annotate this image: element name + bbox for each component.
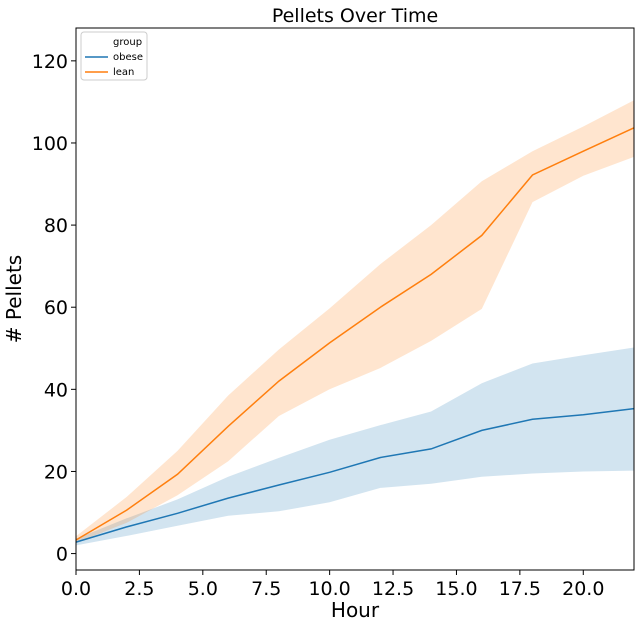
legend-title: group — [113, 37, 142, 48]
y-tick-label: 0 — [56, 544, 68, 566]
ci-band-obese — [76, 347, 634, 546]
legend-label-lean: lean — [113, 67, 134, 78]
y-tick-label: 120 — [32, 51, 68, 73]
chart-title: Pellets Over Time — [272, 5, 438, 27]
legend: group obese lean — [80, 31, 148, 81]
y-tick-label: 40 — [44, 379, 68, 401]
y-axis-label: # Pellets — [2, 255, 26, 343]
x-tick-label: 20.0 — [562, 578, 604, 600]
series-lines — [75, 127, 635, 543]
ci-band-lean — [76, 100, 634, 543]
x-tick-label: 7.5 — [251, 578, 281, 600]
confidence-bands — [76, 100, 634, 546]
x-axis-ticks: 0.0 2.5 5.0 7.5 10.0 12.5 15.0 17.5 20.0 — [61, 570, 604, 600]
series-line-lean — [75, 127, 635, 541]
x-tick-label: 0.0 — [61, 578, 91, 600]
y-tick-label: 100 — [32, 133, 68, 155]
x-tick-label: 5.0 — [188, 578, 218, 600]
legend-box — [80, 31, 148, 81]
legend-label-obese: obese — [113, 52, 143, 63]
x-tick-label: 12.5 — [372, 578, 414, 600]
x-axis-label: Hour — [331, 598, 380, 622]
plot-frame — [75, 27, 635, 571]
x-tick-label: 10.0 — [308, 578, 350, 600]
y-tick-label: 20 — [44, 461, 68, 483]
y-tick-label: 80 — [44, 215, 68, 237]
series-line-obese — [75, 407, 635, 543]
y-tick-label: 60 — [44, 297, 68, 319]
y-axis-ticks: 0 20 40 60 80 100 120 — [32, 51, 76, 566]
x-tick-label: 15.0 — [435, 578, 477, 600]
x-tick-label: 2.5 — [124, 578, 154, 600]
x-tick-label: 17.5 — [499, 578, 541, 600]
